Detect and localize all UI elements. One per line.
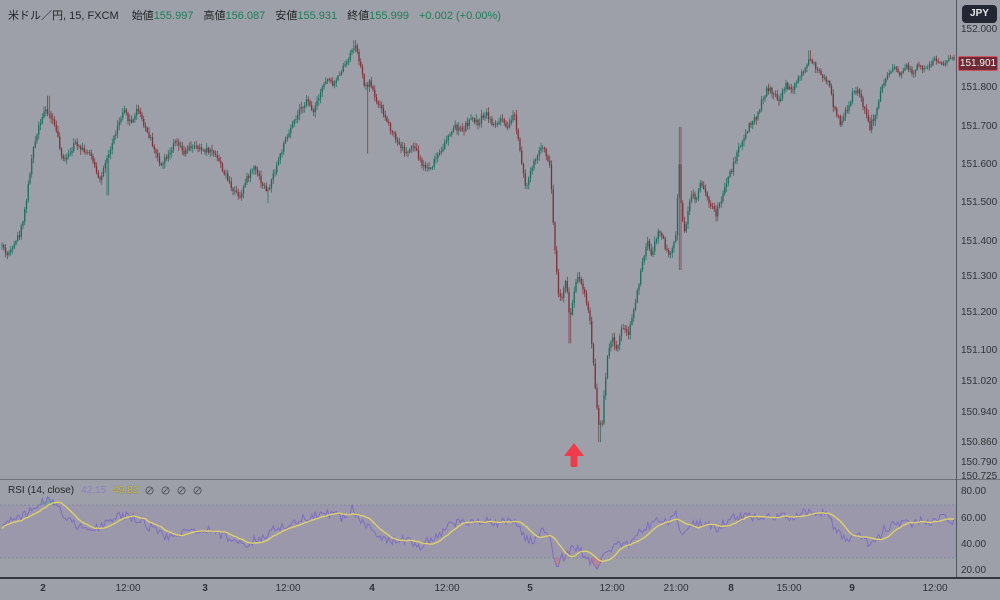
rsi-tick-label: 20.00 xyxy=(961,565,987,576)
indicator-action-circle-icon[interactable] xyxy=(193,486,202,495)
price-tick-label: 150.725 xyxy=(961,471,998,482)
time-tick-label: 8 xyxy=(728,583,734,594)
price-axis[interactable]: 152.000 151.800 151.700 151.600 151.500 151.4… xyxy=(956,0,1000,577)
close-label: 終値 xyxy=(347,10,370,22)
time-tick-label: 12:00 xyxy=(115,583,141,594)
price-tick-label: 151.800 xyxy=(961,82,998,93)
price-tick-label: 151.400 xyxy=(961,236,998,247)
price-tick-label: 151.020 xyxy=(961,376,998,387)
rsi-ma-value: 49.82 xyxy=(113,485,139,496)
time-tick-label: 2 xyxy=(40,583,46,594)
down-candle-bodies xyxy=(3,45,955,425)
price-tick-label: 151.600 xyxy=(961,159,998,170)
price-tick-label: 151.300 xyxy=(961,271,998,282)
time-tick-label: 3 xyxy=(202,583,208,594)
time-tick-label: 12:00 xyxy=(922,583,948,594)
price-tick-label: 152.000 xyxy=(961,24,998,35)
indicator-action-circle-icon[interactable] xyxy=(145,486,154,495)
rsi-legend: RSI (14, close) 42.15 49.82 xyxy=(8,485,202,496)
price-axis-line xyxy=(956,0,957,577)
symbol-title[interactable]: 米ドル／円, 15, FXCM xyxy=(8,10,119,22)
price-tick-label: 151.100 xyxy=(961,345,998,356)
price-tick-label: 151.500 xyxy=(961,197,998,208)
time-tick-label: 4 xyxy=(369,583,375,594)
indicator-action-circle-icon[interactable] xyxy=(161,486,170,495)
low-value: 155.931 xyxy=(297,10,338,22)
price-tick-label: 151.200 xyxy=(961,307,998,318)
price-tick-label: 150.790 xyxy=(961,457,998,468)
open-value: 155.997 xyxy=(153,10,194,22)
rsi-tick-label: 40.00 xyxy=(961,539,987,550)
time-tick-label: 21:00 xyxy=(663,583,689,594)
close-value: 155.999 xyxy=(369,10,409,22)
indicator-action-circle-icon[interactable] xyxy=(177,486,186,495)
change-value: +0.002 (+0.00%) xyxy=(419,10,501,22)
time-tick-label: 12:00 xyxy=(434,583,460,594)
symbol-legend: 米ドル／円, 15, FXCM 始値155.997 高値156.087 安値15… xyxy=(8,7,501,23)
rsi-legend-title[interactable]: RSI (14, close) xyxy=(8,485,75,496)
rsi-tick-label: 60.00 xyxy=(961,513,987,524)
up-candle-bodies xyxy=(1,45,953,425)
rsi-value: 42.15 xyxy=(81,485,107,496)
up-arrow-annotation[interactable] xyxy=(564,443,584,467)
up-candle-wicks xyxy=(1,40,953,443)
time-tick-label: 9 xyxy=(849,583,855,594)
rsi-band-fill xyxy=(0,505,956,558)
currency-badge[interactable]: JPY xyxy=(962,5,997,23)
time-tick-label: 15:00 xyxy=(776,583,802,594)
price-tick-label: 150.860 xyxy=(961,437,998,448)
time-tick-label: 12:00 xyxy=(599,583,625,594)
last-price-label: 151.901 xyxy=(958,56,998,71)
price-tick-label: 151.700 xyxy=(961,121,998,132)
time-tick-label: 12:00 xyxy=(275,583,301,594)
time-tick-label: 5 xyxy=(527,583,533,594)
price-tick-label: 150.940 xyxy=(961,407,998,418)
time-axis[interactable]: 2 12:00 3 12:00 4 12:00 5 12:00 21:00 8 15:00 9 12:0… xyxy=(0,579,1000,600)
down-candle-wicks xyxy=(3,43,955,443)
pane-divider[interactable] xyxy=(0,479,1000,480)
rsi-ma-line xyxy=(1,501,954,563)
open-label: 始値 xyxy=(131,10,154,22)
high-value: 156.087 xyxy=(225,10,266,22)
low-label: 安値 xyxy=(275,10,298,22)
main-chart-pane[interactable] xyxy=(0,0,956,479)
time-axis-separator xyxy=(0,577,1000,579)
rsi-tick-label: 80.00 xyxy=(961,486,987,497)
high-label: 高値 xyxy=(203,10,226,22)
rsi-indicator-pane[interactable] xyxy=(0,479,956,577)
rsi-line xyxy=(1,495,955,571)
